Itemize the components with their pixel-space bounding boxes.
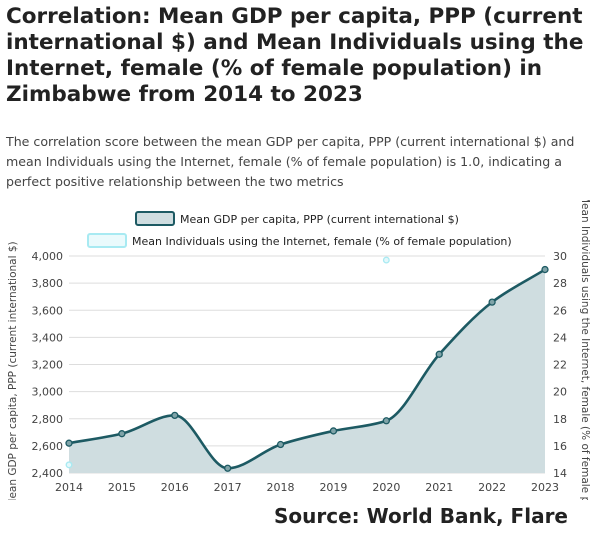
x-tick-label: 2020 <box>372 481 400 494</box>
chart-title: Correlation: Mean GDP per capita, PPP (c… <box>6 4 584 107</box>
right-tick-label: 22 <box>553 359 567 372</box>
gdp-point[interactable] <box>435 350 443 358</box>
source-note: Source: World Bank, Flare <box>274 504 568 528</box>
x-tick-label: 2017 <box>214 481 242 494</box>
gdp-point[interactable] <box>488 298 496 306</box>
left-tick-label: 3,000 <box>32 386 64 399</box>
area-layer <box>69 269 545 473</box>
gdp-point[interactable] <box>276 440 285 449</box>
left-tick-label: 2,800 <box>32 413 64 426</box>
gdp-point[interactable] <box>329 427 338 435</box>
legend-item-gdp[interactable]: Mean GDP per capita, PPP (current intern… <box>135 211 459 226</box>
x-tick-label: 2022 <box>478 481 506 494</box>
line-layer <box>68 268 546 470</box>
legend-label-gdp: Mean GDP per capita, PPP (current intern… <box>180 213 459 226</box>
left-tick-label: 3,800 <box>32 277 64 290</box>
x-tick-label: 2014 <box>55 481 83 494</box>
points-layer <box>65 256 549 472</box>
series-gdp-line <box>68 268 546 470</box>
gdp-point[interactable] <box>171 411 179 420</box>
y-axis-label-left: Mean GDP per capita, PPP (current intern… <box>7 241 19 500</box>
gdp-point[interactable] <box>118 430 126 438</box>
legend-swatch-gdp <box>135 211 175 226</box>
right-tick-label: 16 <box>553 440 567 453</box>
internet-point[interactable] <box>382 256 390 264</box>
left-tick-label: 4,000 <box>32 250 64 263</box>
gdp-point[interactable] <box>224 464 232 472</box>
gdp-point[interactable] <box>541 265 549 274</box>
gdp-point[interactable] <box>382 417 390 425</box>
chart: Mean GDP per capita, PPP (current intern… <box>7 200 591 500</box>
left-tick-label: 3,200 <box>32 359 64 372</box>
series-gdp-area <box>69 269 545 473</box>
x-axis-ticks: 2014 2015 2016 2017 2018 2019 2020 2021 2022 2023 <box>55 481 559 494</box>
x-tick-label: 2023 <box>531 481 559 494</box>
left-axis-ticks: 2,400 2,600 2,800 3,000 3,200 3,400 3,600 3,800… <box>32 250 64 480</box>
right-tick-label: 18 <box>553 413 567 426</box>
right-tick-label: 26 <box>553 304 567 317</box>
x-tick-label: 2015 <box>108 481 136 494</box>
legend-label-internet: Mean Individuals using the Internet, fem… <box>132 235 512 248</box>
y-axis-label-right: Mean Individuals using the Internet, fem… <box>579 200 591 500</box>
left-tick-label: 2,400 <box>32 467 64 480</box>
x-tick-label: 2021 <box>425 481 453 494</box>
x-tick-label: 2019 <box>319 481 347 494</box>
x-tick-label: 2018 <box>267 481 295 494</box>
gdp-point[interactable] <box>65 439 73 447</box>
right-tick-label: 20 <box>553 386 567 399</box>
right-tick-label: 24 <box>553 331 567 344</box>
legend: Mean GDP per capita, PPP (current intern… <box>87 211 512 248</box>
left-tick-label: 3,600 <box>32 304 64 317</box>
right-tick-label: 28 <box>553 277 567 290</box>
left-tick-label: 3,400 <box>32 331 64 344</box>
legend-item-internet[interactable]: Mean Individuals using the Internet, fem… <box>87 233 512 248</box>
x-tick-label: 2016 <box>161 481 189 494</box>
right-tick-label: 14 <box>553 467 567 480</box>
right-tick-label: 30 <box>553 250 567 263</box>
left-tick-label: 2,600 <box>32 440 64 453</box>
chart-subtitle: The correlation score between the mean G… <box>6 134 575 189</box>
legend-swatch-internet <box>87 233 127 248</box>
internet-point[interactable] <box>65 461 73 469</box>
right-axis-ticks: 14 16 18 20 22 24 26 28 30 <box>553 250 567 480</box>
